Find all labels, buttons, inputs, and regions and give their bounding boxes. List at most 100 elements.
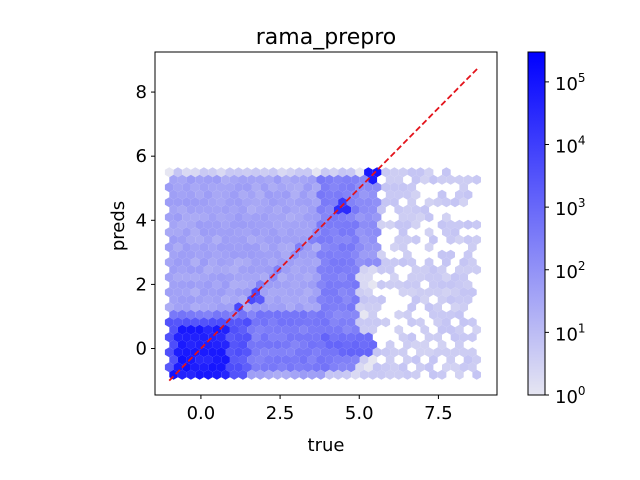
hexbin-cell (234, 167, 243, 178)
hexbin-cell (303, 317, 313, 328)
hexbin-cell (268, 242, 278, 253)
hexbin-cell (273, 249, 282, 260)
hexbin-cell (190, 317, 200, 328)
hexbin-cell (325, 234, 334, 245)
hexbin-cell (164, 362, 174, 373)
hexbin-cell (351, 234, 360, 245)
hexbin-cell (195, 324, 204, 335)
hexbin-cell (329, 197, 339, 208)
hexbin-cell (264, 204, 274, 215)
y-axis-label: preds (108, 201, 129, 251)
hexbin-cell (203, 234, 213, 245)
hexbin-cell (229, 264, 239, 275)
hexbin-cell (281, 309, 291, 320)
hexbin-cell (281, 279, 291, 290)
hexbin-cell (329, 227, 339, 238)
hexbin-cell (403, 249, 412, 260)
hexbin-cell (429, 279, 438, 290)
hexbin-cell (372, 317, 382, 328)
hexbin-cell (342, 264, 352, 275)
hexbin-cell (303, 362, 313, 373)
hexbin-cell (177, 369, 187, 380)
hexbin-cell (385, 354, 395, 365)
hexbin-cell (238, 294, 248, 305)
hexbin-cell (346, 182, 356, 193)
hexbin-cell (208, 212, 217, 223)
hexbin-cell (407, 272, 417, 283)
hexbin-cell (316, 294, 326, 305)
hexbin-cell (216, 302, 226, 313)
hexbin-cell (364, 287, 373, 298)
hexbin-cell (225, 182, 235, 193)
hexbin-cell (255, 204, 265, 215)
hexbin-cell (433, 302, 442, 313)
hexbin-cell (199, 317, 209, 328)
hexbin-cell (212, 174, 222, 185)
hexbin-cell (359, 234, 369, 245)
hexbin-cell (364, 212, 373, 223)
hexbin-cell (351, 264, 360, 275)
hexbin-cell (294, 287, 304, 298)
hexbin-cell (316, 309, 326, 320)
hexbin-cell (169, 294, 178, 305)
hexbin-cell (229, 324, 239, 335)
hexbin-cell (459, 182, 468, 193)
hexbin-cell (377, 264, 386, 275)
hexbin-cell (407, 182, 417, 193)
hexbin-cell (333, 354, 343, 365)
hexbin-cell (182, 167, 191, 178)
hexbin-cell (238, 339, 248, 350)
hexbin-cell (303, 182, 313, 193)
hexbin-cell (398, 287, 408, 298)
hexbin-cell (255, 249, 265, 260)
hexbin-cell (303, 272, 313, 283)
hexbin-cell (294, 272, 304, 283)
hexbin-cell (290, 369, 300, 380)
hexbin-cell (268, 317, 278, 328)
hexbin-cell (182, 332, 191, 343)
hexbin-cell (286, 302, 295, 313)
hexbin-cell (333, 234, 343, 245)
hexbin-cell (169, 354, 178, 365)
hexbin-cell (216, 287, 226, 298)
hexbin-cell (294, 257, 304, 268)
hexbin-cell (281, 294, 291, 305)
hexbin-cell (316, 204, 326, 215)
hexbin-cell (355, 257, 365, 268)
hexbin-cell (273, 339, 282, 350)
hexbin-cell (359, 354, 369, 365)
hexbin-cell (277, 167, 287, 178)
hexbin-cell (303, 287, 313, 298)
hexbin-cell (329, 347, 339, 358)
hexbin-cell (277, 332, 287, 343)
hexbin-cell (437, 309, 447, 320)
hexbin-cell (294, 347, 304, 358)
hexbin-cell (446, 324, 455, 335)
hexbin-cell (255, 369, 265, 380)
hexbin-cell (433, 332, 442, 343)
hexbin-cell (407, 212, 417, 223)
x-tick-label: 2.5 (266, 403, 295, 424)
hexbin-cell (203, 369, 213, 380)
hexbin-cell (208, 167, 217, 178)
hexbin-cell (182, 302, 191, 313)
hexbin-cell (403, 189, 412, 200)
hexbin-cell (381, 197, 391, 208)
hexbin-cell (251, 332, 261, 343)
hexbin-cell (320, 242, 330, 253)
hexbin-cell (385, 369, 395, 380)
hexbin-cell (338, 197, 347, 208)
hexbin-cell (359, 324, 369, 335)
hexbin-cell (320, 347, 330, 358)
hexbin-cell (255, 219, 265, 230)
hexbin-cell (216, 257, 226, 268)
hexbin-cell (212, 189, 222, 200)
hexbin-cell (229, 234, 239, 245)
hexbin-cell (260, 257, 269, 268)
hexbin-cell (186, 249, 196, 260)
hexbin-cell (234, 227, 243, 238)
hexbin-cell (407, 332, 417, 343)
hexbin-cell (368, 219, 378, 230)
hexbin-cell (299, 204, 308, 215)
hexbin-cell (455, 294, 464, 305)
